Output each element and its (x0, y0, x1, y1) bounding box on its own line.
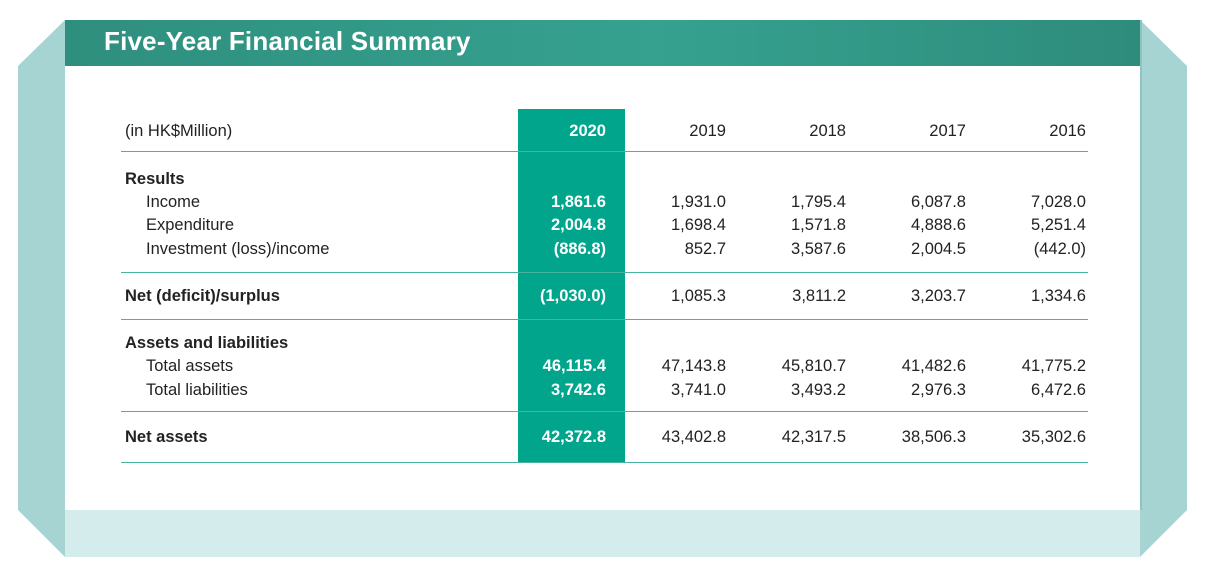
table-cell: 3,742.6 (550, 381, 606, 399)
table-cell: (442.0) (1033, 240, 1086, 258)
row-label: Total assets (146, 357, 234, 375)
table-cell: 4,888.6 (910, 216, 966, 234)
row-label: Investment (loss)/income (146, 240, 330, 258)
title-bar (65, 20, 1140, 66)
frame-right-edge (1140, 20, 1187, 557)
row-label: Income (146, 193, 201, 211)
table-cell: 2,004.8 (550, 216, 606, 234)
table-cell: 1,698.4 (670, 216, 726, 234)
highlight-column-2020 (518, 109, 625, 463)
table-cell: 3,493.2 (790, 381, 846, 399)
table-divider (121, 272, 1088, 273)
table-cell: 5,251.4 (1030, 216, 1086, 234)
table-cell: 1,571.8 (790, 216, 846, 234)
table-cell: 1,085.3 (670, 287, 726, 305)
table-cell: 1,795.4 (790, 193, 846, 211)
table-divider (121, 462, 1088, 463)
unit-label: (in HK$Million) (125, 122, 233, 140)
table-cell: 3,203.7 (910, 287, 966, 305)
year-header: 2020 (569, 122, 606, 140)
table-cell: 45,810.7 (781, 357, 846, 375)
row-label: Net (deficit)/surplus (125, 287, 280, 305)
table-cell: 852.7 (684, 240, 726, 258)
year-header: 2017 (929, 122, 966, 140)
table-cell: 1,334.6 (1030, 287, 1086, 305)
table-divider (121, 319, 1088, 320)
table-cell: 3,741.0 (670, 381, 726, 399)
table-cell: 38,506.3 (901, 428, 966, 446)
table-divider (121, 151, 1088, 152)
frame-left-edge (18, 20, 65, 557)
section-heading: Assets and liabilities (125, 334, 289, 352)
table-cell: 3,811.2 (792, 287, 846, 305)
page-title: Five-Year Financial Summary (104, 26, 471, 56)
table-cell: 42,317.5 (781, 428, 846, 446)
row-label: Net assets (125, 428, 208, 446)
table-cell: 47,143.8 (661, 357, 726, 375)
table-cell: 6,472.6 (1030, 381, 1086, 399)
row-label: Expenditure (146, 216, 235, 234)
year-header: 2019 (689, 122, 726, 140)
table-cell: 41,482.6 (901, 357, 966, 375)
row-label: Total liabilities (146, 381, 248, 399)
table-cell: 46,115.4 (542, 357, 606, 375)
table-cell: 3,587.6 (790, 240, 846, 258)
table-cell: (1,030.0) (539, 287, 606, 305)
year-header: 2016 (1049, 122, 1086, 140)
table-cell: 43,402.8 (661, 428, 726, 446)
table-cell: 35,302.6 (1021, 428, 1086, 446)
table-cell: 2,004.5 (910, 240, 966, 258)
table-cell: 1,931.0 (670, 193, 726, 211)
bottom-band (65, 510, 1140, 557)
table-cell: 41,775.2 (1021, 357, 1086, 375)
table-cell: 42,372.8 (541, 428, 606, 446)
table-cell: 7,028.0 (1030, 193, 1086, 211)
year-header: 2018 (809, 122, 846, 140)
table-cell: 1,861.6 (550, 193, 606, 211)
table-divider (121, 411, 1088, 412)
table-cell: 6,087.8 (910, 193, 966, 211)
section-heading: Results (125, 170, 185, 188)
table-cell: 2,976.3 (910, 381, 966, 399)
table-cell: (886.8) (553, 240, 606, 258)
